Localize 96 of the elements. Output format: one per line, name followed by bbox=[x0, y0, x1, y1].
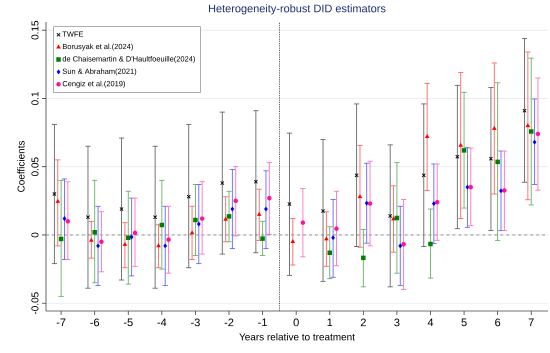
x-tick-label: -1 bbox=[258, 318, 267, 326]
point bbox=[200, 216, 204, 221]
point bbox=[522, 108, 527, 113]
y-axis-title: Coefficients bbox=[17, 140, 25, 192]
point bbox=[495, 160, 500, 164]
point bbox=[428, 242, 433, 246]
point bbox=[190, 230, 194, 234]
point bbox=[368, 201, 372, 206]
x-tick-label: -3 bbox=[191, 318, 200, 326]
point bbox=[434, 200, 440, 204]
point bbox=[320, 208, 326, 214]
point bbox=[257, 212, 262, 216]
point bbox=[264, 206, 268, 212]
point bbox=[392, 216, 396, 220]
point bbox=[526, 124, 530, 128]
point bbox=[488, 156, 494, 161]
point bbox=[401, 242, 406, 246]
point bbox=[388, 214, 392, 218]
x-tick-label: 1 bbox=[328, 318, 332, 326]
point bbox=[468, 184, 474, 190]
point bbox=[163, 244, 168, 248]
point bbox=[364, 200, 368, 206]
x-tick-label: 7 bbox=[528, 318, 534, 326]
point bbox=[334, 226, 339, 231]
point bbox=[458, 143, 463, 147]
point bbox=[52, 192, 56, 196]
point bbox=[499, 188, 503, 194]
point bbox=[196, 222, 201, 226]
y-tick-label: 0.05 bbox=[31, 157, 38, 176]
point bbox=[66, 219, 70, 224]
point bbox=[267, 196, 272, 200]
point bbox=[324, 236, 328, 240]
y-tick-label: 0.15 bbox=[31, 20, 38, 40]
point bbox=[132, 230, 138, 236]
point bbox=[230, 206, 234, 212]
point bbox=[86, 215, 90, 220]
point bbox=[287, 202, 292, 206]
point bbox=[130, 234, 134, 240]
point bbox=[226, 214, 232, 219]
point bbox=[290, 239, 295, 243]
point bbox=[153, 215, 158, 220]
x-tick-label: 3 bbox=[394, 318, 400, 326]
chart-title: Heterogeneity-robust DID estimators bbox=[208, 4, 386, 14]
y-tick-label: -0.05 bbox=[31, 292, 38, 314]
point bbox=[122, 242, 127, 246]
point bbox=[254, 180, 258, 184]
point bbox=[62, 216, 66, 221]
y-tick-label: 0.1 bbox=[31, 92, 38, 105]
point bbox=[422, 173, 426, 178]
point bbox=[233, 198, 238, 204]
x-axis-title: Years relative to treatment bbox=[239, 333, 355, 340]
point bbox=[56, 199, 60, 203]
point bbox=[224, 217, 228, 221]
x-tick-label: -5 bbox=[124, 318, 133, 326]
x-tick-label: 5 bbox=[461, 318, 467, 326]
point bbox=[361, 256, 366, 260]
point bbox=[532, 140, 536, 144]
point bbox=[328, 250, 332, 255]
x-tick-label: -7 bbox=[56, 318, 66, 326]
x-tick-label: -2 bbox=[224, 318, 234, 326]
point bbox=[300, 220, 306, 225]
point bbox=[358, 194, 362, 198]
point bbox=[260, 236, 265, 241]
point bbox=[528, 129, 534, 134]
point bbox=[398, 244, 402, 248]
point bbox=[193, 218, 198, 222]
point bbox=[119, 206, 124, 212]
x-tick-label: -6 bbox=[90, 318, 100, 326]
point bbox=[220, 181, 224, 186]
point bbox=[394, 216, 400, 220]
point bbox=[331, 235, 335, 240]
point bbox=[99, 240, 104, 244]
x-tick-label: 0 bbox=[294, 318, 299, 326]
y-tick-label: 0 bbox=[31, 232, 38, 238]
point bbox=[160, 222, 164, 228]
point bbox=[58, 236, 64, 242]
point bbox=[455, 154, 460, 159]
point bbox=[466, 184, 470, 190]
x-tick-label: 6 bbox=[495, 318, 500, 326]
point bbox=[354, 173, 359, 178]
point bbox=[425, 134, 430, 138]
point bbox=[186, 194, 191, 199]
x-tick-label: 4 bbox=[428, 318, 434, 326]
x-tick-label: 2 bbox=[360, 318, 366, 326]
point bbox=[462, 148, 466, 153]
point bbox=[96, 244, 100, 248]
point bbox=[89, 238, 94, 242]
point bbox=[536, 132, 540, 136]
x-tick-label: -4 bbox=[157, 318, 166, 326]
point bbox=[502, 188, 507, 193]
point bbox=[126, 235, 131, 240]
point bbox=[166, 237, 171, 242]
point bbox=[156, 244, 160, 248]
point bbox=[92, 230, 97, 234]
point bbox=[432, 201, 436, 206]
point bbox=[492, 126, 496, 130]
